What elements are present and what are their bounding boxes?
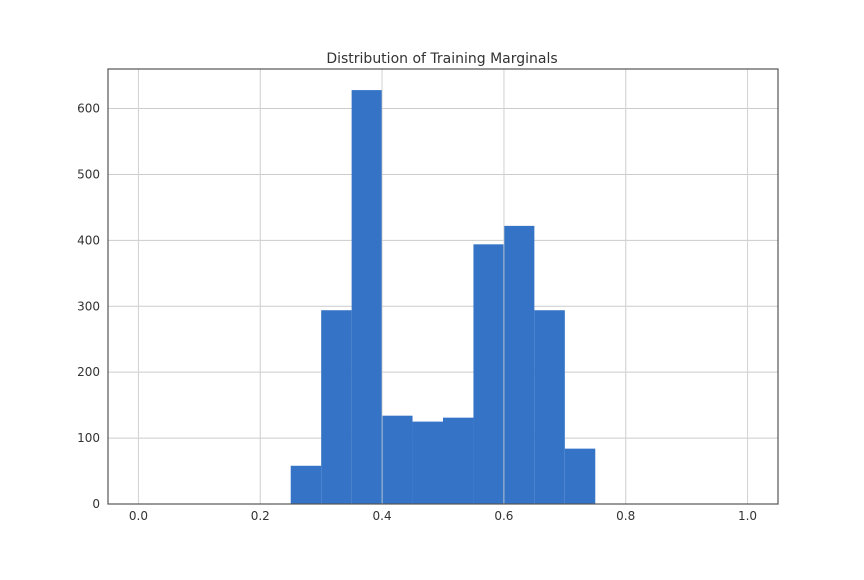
histogram-bar (321, 310, 352, 504)
histogram-bar (503, 225, 535, 504)
histogram-bar (382, 415, 413, 504)
histogram-bar (290, 465, 322, 504)
y-tick-label: 400 (77, 233, 100, 247)
histogram-bar (564, 448, 596, 504)
y-tick-label: 300 (77, 299, 100, 313)
y-tick-label: 200 (77, 365, 100, 379)
x-tick-label: 0.2 (251, 509, 270, 523)
x-tick-label: 1.0 (738, 509, 757, 523)
histogram-bar (473, 244, 504, 504)
histogram-bar (534, 310, 565, 504)
histogram-bar (443, 417, 474, 504)
y-tick-label: 500 (77, 167, 100, 181)
histogram-bar (351, 90, 383, 504)
y-tick-label: 100 (77, 431, 100, 445)
bar-layer (290, 90, 596, 504)
histogram-bar (412, 421, 443, 504)
x-tick-labels: 0.0 0.2 0.4 0.6 0.8 1.0 (129, 509, 757, 523)
x-tick-label: 0.8 (616, 509, 635, 523)
x-tick-label: 0.6 (494, 509, 513, 523)
chart-title: Distribution of Training Marginals (326, 51, 557, 67)
y-tick-label: 0 (92, 497, 100, 511)
x-tick-label: 0.0 (129, 509, 148, 523)
plot-frame (107, 68, 779, 505)
y-tick-label: 600 (77, 102, 100, 116)
y-tick-labels: 0 100 200 300 400 500 600 (77, 102, 100, 511)
grid-overlay (138, 69, 748, 504)
x-tick-label: 0.4 (373, 509, 392, 523)
